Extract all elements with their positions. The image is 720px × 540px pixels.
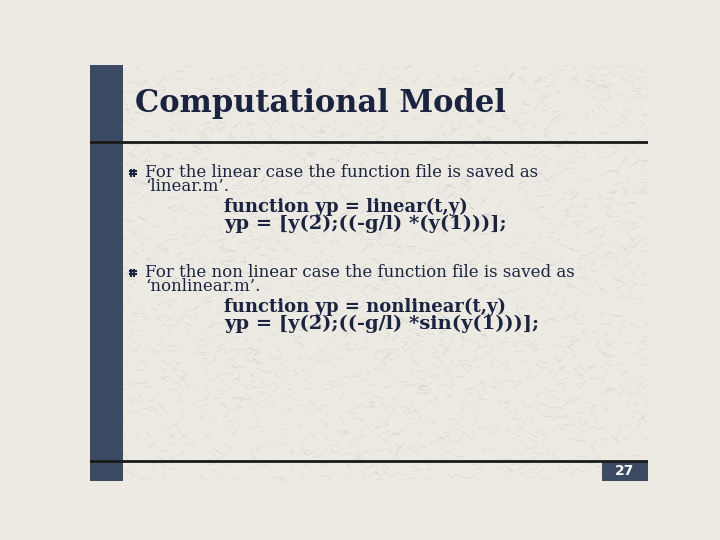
Text: yp = [y(2);((-g/l) *sin(y(1)))];​: yp = [y(2);((-g/l) *sin(y(1)))];​ <box>224 314 539 333</box>
Text: yp = [y(2);((-g/l) *(y(1)))];​: yp = [y(2);((-g/l) *(y(1)))];​ <box>224 214 507 233</box>
Text: function yp = nonlinear(t,y): function yp = nonlinear(t,y) <box>224 298 506 316</box>
Text: function yp = linear(t,y): function yp = linear(t,y) <box>224 197 468 215</box>
Text: ‘nonlinear.m’.: ‘nonlinear.m’. <box>145 278 261 295</box>
Text: Computational Model: Computational Model <box>135 88 506 119</box>
Bar <box>601 461 648 481</box>
Text: For the non linear case the function file is saved as: For the non linear case the function fil… <box>145 264 575 281</box>
Text: ‘linear.m’.: ‘linear.m’. <box>145 178 229 195</box>
Text: 27: 27 <box>615 464 634 478</box>
Text: For the linear case the function file is saved as: For the linear case the function file is… <box>145 164 538 181</box>
Bar <box>90 65 123 481</box>
